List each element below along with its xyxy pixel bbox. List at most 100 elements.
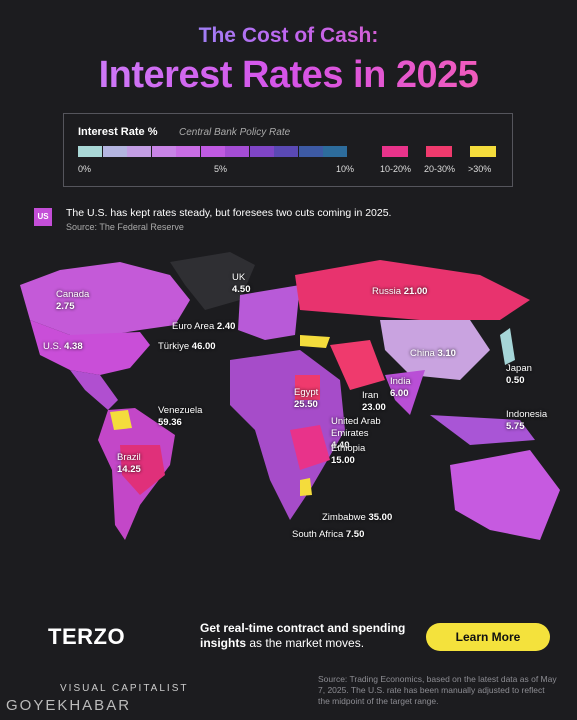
country-rate: 4.38 [64, 341, 83, 352]
east-africa [290, 425, 330, 470]
country-label: United Arab Emirates 4.40 [331, 416, 411, 452]
iran [330, 340, 385, 390]
legend-scale-label: 10% [336, 164, 355, 174]
country-label: India 6.00 [390, 376, 411, 400]
legend-swatch [274, 146, 298, 157]
legend-category-label: 20-30% [424, 164, 456, 174]
egypt [295, 375, 320, 400]
watermark: GOYEKHABAR [6, 697, 132, 714]
cta: Get real-time contract and spending insi… [200, 621, 415, 651]
country-label: China 3.10 [410, 348, 456, 360]
legend-swatch [200, 146, 225, 157]
turkiye [300, 335, 330, 348]
venezuela [110, 410, 132, 430]
country-rate: 46.00 [191, 341, 216, 352]
country-name: Japan [506, 363, 532, 374]
country-label: South Africa 7.50 [292, 529, 364, 541]
callout-source: Source: The Federal Reserve [66, 222, 184, 232]
legend-swatch [323, 146, 347, 157]
source: Source: Trading Economics, based on the … [318, 674, 557, 706]
country-name: Indonesia [506, 409, 548, 420]
legend-swatch [102, 146, 127, 157]
country-label: Japan 0.50 [506, 363, 532, 387]
brand: TERZO [48, 624, 126, 649]
legend-swatch [382, 146, 408, 157]
learn-more-button[interactable]: Learn More [426, 623, 550, 651]
country-name: Brazil [117, 452, 141, 463]
country-name: Iran [362, 390, 379, 401]
country-name: Euro Area [172, 321, 215, 332]
australia [450, 450, 560, 540]
country-name: Egypt [294, 387, 319, 398]
russia [295, 260, 530, 320]
title: Interest Rates in 2025 [0, 54, 577, 97]
country-label: Ethiopia 15.00 [331, 443, 365, 467]
country-rate: 2.75 [56, 301, 75, 312]
country-rate: 5.75 [506, 421, 525, 432]
country-name: China [410, 348, 435, 359]
country-rate: 23.00 [362, 402, 386, 413]
country-label: Zimbabwe 35.00 [322, 512, 392, 524]
country-name: Russia [372, 286, 402, 297]
legend: Interest Rate % Central Bank Policy Rate… [63, 113, 513, 187]
legend-subtitle: Central Bank Policy Rate [179, 127, 291, 138]
publisher: VISUAL CAPITALIST [60, 683, 189, 694]
greenland [170, 252, 255, 310]
legend-scale-label: 5% [214, 164, 228, 174]
zimbabwe [300, 478, 312, 496]
legend-swatch [225, 146, 249, 157]
country-label: Russia 21.00 [372, 286, 427, 298]
country-rate: 21.00 [403, 286, 428, 297]
canada [20, 262, 190, 335]
country-label: Venezuela 59.36 [158, 405, 202, 429]
legend-swatch [151, 146, 176, 157]
country-rate: 15.00 [331, 455, 355, 466]
us [30, 320, 150, 375]
cta-bold: Get real-time contract and spending [200, 621, 406, 635]
country-rate: 0.50 [506, 375, 525, 386]
callout-text: The U.S. has kept rates steady, but fore… [66, 207, 392, 219]
country-rate: 14.25 [117, 464, 141, 475]
country-rate: 7.50 [345, 529, 365, 540]
world-map [20, 252, 560, 540]
country-name: Zimbabwe [322, 512, 366, 523]
indonesia [430, 415, 535, 445]
country-rate: 4.40 [331, 440, 350, 451]
kicker: The Cost of Cash: [0, 24, 577, 48]
africa [230, 350, 345, 520]
india [385, 370, 425, 415]
callout-tag: US [34, 208, 52, 226]
country-name: Venezuela [158, 405, 203, 416]
country-rate: 3.10 [437, 348, 456, 359]
country-rate: 25.50 [294, 399, 318, 410]
country-name: UK [232, 272, 246, 283]
legend-swatch [470, 146, 496, 157]
country-name: Ethiopia [331, 443, 366, 454]
cta-bold: insights [200, 636, 247, 650]
legend-category-label: >30% [468, 164, 492, 174]
legend-swatch [249, 146, 274, 157]
country-rate: 4.50 [232, 284, 251, 295]
country-name: United Arab Emirates [331, 416, 381, 439]
country-label: Egypt 25.50 [294, 387, 318, 411]
country-label: U.S. 4.38 [43, 341, 83, 353]
brazil [120, 445, 165, 495]
country-name: Canada [56, 289, 90, 300]
country-label: UK 4.50 [232, 272, 251, 296]
legend-title: Interest Rate % [78, 126, 158, 138]
legend-scale-label: 0% [78, 164, 92, 174]
legend-category-label: 10-20% [380, 164, 412, 174]
china [380, 320, 490, 380]
legend-swatch [176, 146, 200, 157]
legend-swatch [127, 146, 151, 157]
country-name: South Africa [292, 529, 344, 540]
country-name: India [390, 376, 411, 387]
country-rate: 2.40 [216, 321, 236, 332]
country-rate: 59.36 [158, 417, 182, 428]
country-rate: 35.00 [368, 512, 393, 523]
country-label: Iran 23.00 [362, 390, 386, 414]
country-label: Euro Area 2.40 [172, 321, 235, 333]
country-label: Indonesia 5.75 [506, 409, 547, 433]
country-name: U.S. [43, 341, 62, 352]
